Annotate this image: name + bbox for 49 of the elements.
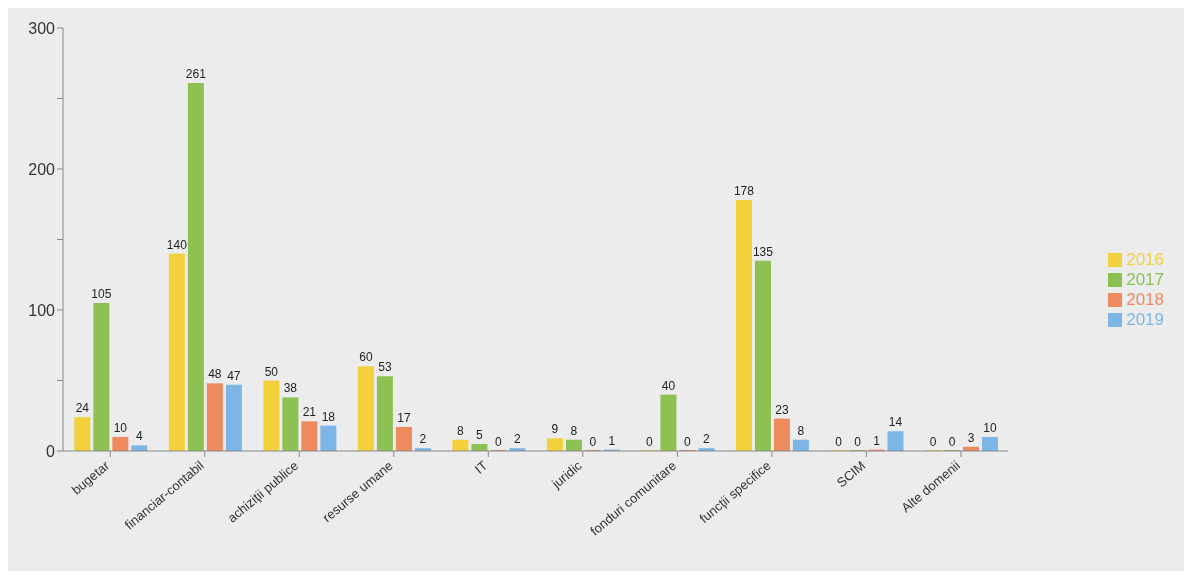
y-tick-label: 100 (28, 301, 56, 319)
data-label: 9 (551, 422, 559, 437)
data-label: 1 (608, 433, 616, 448)
data-label: 50 (264, 364, 279, 379)
legend-label: 2017 (1126, 269, 1164, 289)
data-label: 0 (929, 435, 937, 449)
data-label: 2 (703, 432, 711, 447)
legend-label: 2016 (1126, 249, 1164, 269)
data-label: 47 (227, 368, 241, 383)
data-label: 0 (646, 435, 654, 449)
data-label: 140 (166, 237, 188, 252)
y-tick-label: 0 (46, 442, 56, 460)
data-label: 1 (873, 433, 881, 448)
data-label: 0 (589, 435, 597, 449)
data-label: 8 (797, 423, 805, 438)
data-label: 18 (321, 409, 336, 424)
data-label: 60 (359, 350, 373, 365)
data-label: 10 (113, 420, 128, 435)
data-label: 53 (378, 360, 392, 375)
y-tick-label: 200 (28, 160, 56, 178)
data-label: 8 (457, 423, 465, 438)
data-label: 2 (514, 432, 522, 447)
data-label: 0 (684, 435, 692, 449)
data-label: 0 (948, 435, 956, 449)
legend-label: 2019 (1126, 309, 1164, 329)
data-label: 105 (91, 286, 112, 301)
data-label: 4 (136, 429, 143, 444)
data-label: 10 (983, 420, 997, 435)
data-label: 8 (570, 423, 578, 438)
data-label: 135 (752, 244, 774, 259)
data-label: 5 (476, 427, 484, 442)
data-label: 38 (283, 381, 298, 396)
data-label: 2 (419, 432, 427, 447)
data-label: 261 (185, 66, 207, 81)
data-label: 0 (835, 435, 843, 449)
data-label: 23 (775, 402, 789, 417)
x-tick-label: IT (471, 457, 491, 477)
data-label: 3 (967, 430, 975, 445)
data-label: 14 (888, 415, 903, 430)
data-label: 48 (208, 367, 222, 382)
legend-label: 2018 (1126, 289, 1164, 309)
data-label: 178 (733, 184, 755, 199)
data-label: 17 (397, 411, 411, 426)
data-label: 40 (661, 378, 676, 393)
data-label: 0 (495, 435, 503, 449)
data-label: 24 (75, 401, 90, 416)
data-label: 0 (854, 435, 862, 449)
y-tick-label: 300 (28, 19, 56, 37)
data-label: 21 (302, 405, 317, 420)
